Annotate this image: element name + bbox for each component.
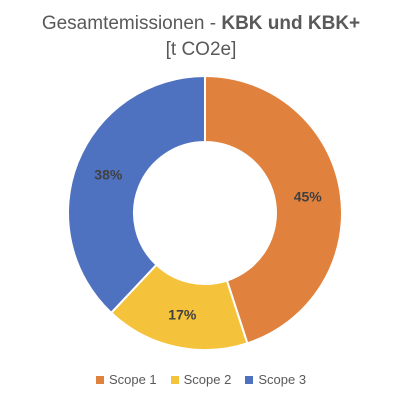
donut-slice-scope-2 xyxy=(109,263,249,351)
legend-label-scope-3: Scope 3 xyxy=(258,372,307,387)
legend-item-scope-2: Scope 2 xyxy=(170,372,232,387)
data-label-scope-3: 38% xyxy=(94,167,123,183)
chart-subtitle: [t CO2e] xyxy=(165,39,237,60)
legend-swatch-scope-2 xyxy=(170,375,179,384)
chart-title: Gesamtemissionen - KBK und KBK+ xyxy=(0,12,402,36)
chart-title-plain: Gesamtemissionen - xyxy=(41,13,222,34)
chart-title-bold: KBK und KBK+ xyxy=(221,13,361,34)
legend-swatch-scope-1 xyxy=(95,375,104,384)
data-label-scope-2: 17% xyxy=(168,306,197,322)
legend-item-scope-1: Scope 1 xyxy=(95,372,157,387)
donut-slice-scope-1 xyxy=(204,74,343,345)
legend-label-scope-2: Scope 2 xyxy=(183,372,232,387)
legend-label-scope-1: Scope 1 xyxy=(108,372,157,387)
data-label-scope-1: 45% xyxy=(294,189,323,205)
legend-item-scope-3: Scope 3 xyxy=(245,372,306,387)
legend-swatch-scope-3 xyxy=(245,375,254,384)
chart-legend: Scope 1 Scope 2 Scope 3 xyxy=(0,372,402,387)
donut-slice-scope-3 xyxy=(67,74,206,315)
